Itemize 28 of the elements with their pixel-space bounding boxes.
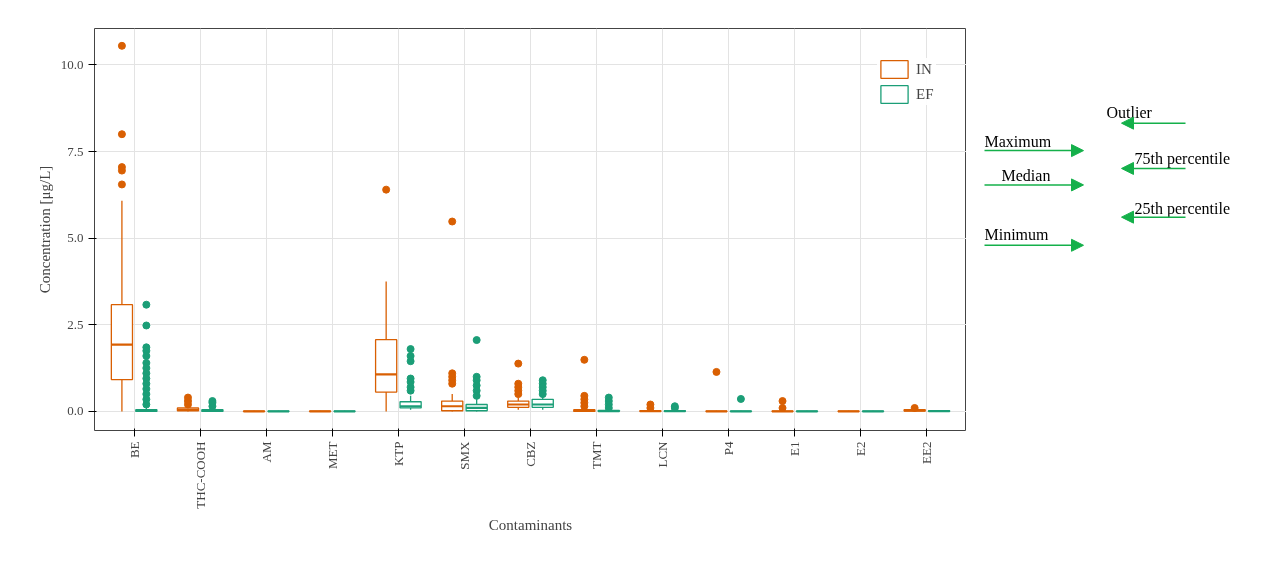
text: Median: [1001, 166, 1051, 184]
x-tick-label: TMT: [589, 441, 605, 469]
legend-label: IN: [916, 60, 933, 78]
x-tick-label: KTP: [390, 441, 406, 467]
x-tick-label: E2: [853, 441, 869, 456]
y-axis-title: Concentration [μg/L]: [36, 165, 53, 294]
text: Minimum: [984, 226, 1050, 244]
x-tick-label: SMX: [456, 440, 472, 470]
x-axis-title: Contaminants: [488, 516, 573, 533]
x-tick-label: CBZ: [523, 441, 538, 467]
text: Maximum: [984, 132, 1052, 150]
x-tick-label: P4: [721, 441, 737, 456]
x-tick-label: THC-COOH: [192, 441, 208, 509]
x-tick-label: MET: [324, 441, 340, 469]
y-tick-label: 2.5: [67, 316, 84, 332]
legend-label: EF: [916, 85, 935, 103]
x-tick-label: LCN: [655, 440, 671, 468]
y-tick-label: 0.0: [67, 403, 84, 419]
x-tick-label: AM: [258, 441, 274, 463]
text: 75th percentile: [1134, 150, 1231, 169]
text: 25th percentile: [1134, 199, 1231, 218]
x-tick-label: E1: [787, 441, 803, 456]
y-tick-label: 10.0: [60, 56, 84, 72]
y-tick-label: 5.0: [67, 230, 84, 246]
text: Outlier: [1106, 104, 1153, 122]
x-tick-label: EE2: [919, 441, 935, 464]
x-tick-label: BE: [126, 441, 142, 459]
y-tick-label: 7.5: [67, 143, 84, 159]
